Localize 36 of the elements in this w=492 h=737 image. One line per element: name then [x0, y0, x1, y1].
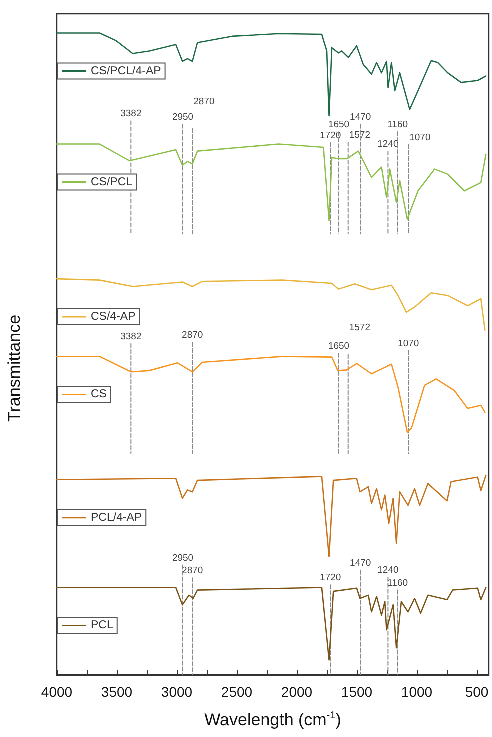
x-tick-label: 1500: [341, 684, 373, 700]
annotation: 2870: [194, 96, 215, 108]
annotation: 2950: [172, 552, 194, 564]
annotation: 1650: [328, 340, 350, 352]
legend-label: CS: [91, 388, 108, 401]
annotation: 1240: [378, 138, 399, 150]
legend-label: PCL: [91, 620, 114, 632]
x-tick-label: 3000: [161, 684, 193, 700]
x-tick-label: 2000: [281, 684, 313, 700]
annotation: 1240: [378, 564, 399, 576]
legend-label: CS/PCL: [91, 176, 134, 188]
annotation: 1650: [328, 120, 350, 131]
annotation: 1572: [349, 130, 370, 141]
annotation: 1160: [388, 578, 408, 589]
annotation: 2950: [172, 112, 194, 123]
annotation: 3382: [120, 331, 142, 342]
annotation: 1720: [320, 572, 342, 584]
annotation: 1070: [410, 132, 431, 144]
x-tick-label: 2500: [221, 684, 253, 700]
annotation: 1470: [350, 112, 372, 123]
y-axis-title: Transmittance: [5, 314, 24, 422]
legend-label: CS/4-AP: [91, 311, 136, 324]
annotation: 2870: [182, 566, 204, 577]
x-tick-label: 500: [465, 684, 489, 700]
annotation: 1070: [398, 338, 420, 350]
annotation: 3382: [120, 108, 142, 120]
x-tick-label: 3500: [101, 684, 133, 700]
annotation: 2870: [182, 330, 204, 342]
annotation: 1572: [349, 322, 370, 334]
legend-label: PCL/4-AP: [91, 512, 142, 524]
annotation: 1160: [388, 120, 408, 131]
annotation: 1720: [320, 130, 342, 142]
annotation: 1470: [350, 558, 372, 569]
x-tick-label: 4000: [41, 684, 73, 700]
legend-label: CS/PCL/4-AP: [91, 65, 162, 78]
x-tick-label: 1000: [401, 684, 433, 700]
